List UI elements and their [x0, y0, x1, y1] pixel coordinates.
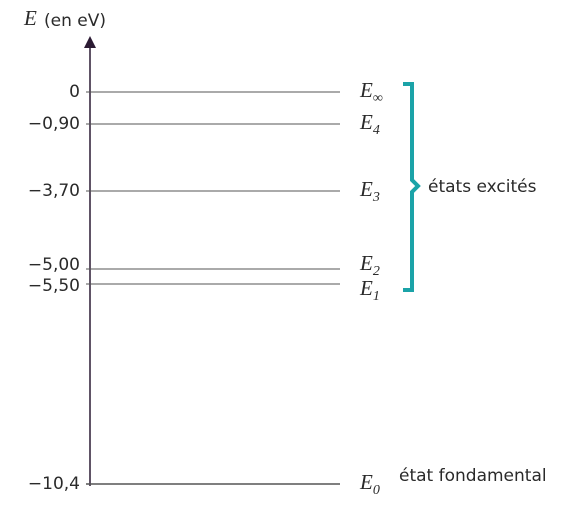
level-value: −5,50 — [28, 276, 80, 296]
level-value: −0,90 — [28, 114, 80, 134]
level-name: E∞ — [359, 78, 383, 106]
axis-arrow — [84, 36, 96, 48]
level-symbol: E — [359, 177, 373, 201]
level-subscript: 0 — [373, 483, 380, 498]
level-name: E3 — [359, 177, 380, 205]
level-name: E2 — [359, 251, 380, 279]
level-symbol: E — [359, 110, 373, 134]
level-symbol: E — [359, 251, 373, 275]
level-subscript: 3 — [372, 190, 380, 205]
level-symbol: E — [359, 276, 373, 300]
level-symbol: E — [359, 78, 373, 102]
ground-label: état fondamental — [399, 466, 547, 486]
level-name: E1 — [359, 276, 380, 304]
level-value: −5,00 — [28, 255, 80, 275]
excited-bracket — [403, 82, 421, 292]
level-value: 0 — [69, 82, 80, 102]
bracket-label: états excités — [428, 177, 537, 197]
level-subscript: ∞ — [373, 91, 383, 106]
level-subscript: 2 — [373, 264, 380, 279]
level-name: E4 — [359, 110, 380, 138]
level-subscript: 1 — [373, 289, 380, 304]
axis-unit: (en eV) — [44, 11, 106, 31]
level-subscript: 4 — [373, 123, 380, 138]
level-value: −3,70 — [28, 181, 80, 201]
axis-symbol: E — [23, 6, 37, 30]
level-value: −10,4 — [28, 474, 80, 494]
level-name: E0 — [359, 470, 380, 498]
level-symbol: E — [359, 470, 373, 494]
